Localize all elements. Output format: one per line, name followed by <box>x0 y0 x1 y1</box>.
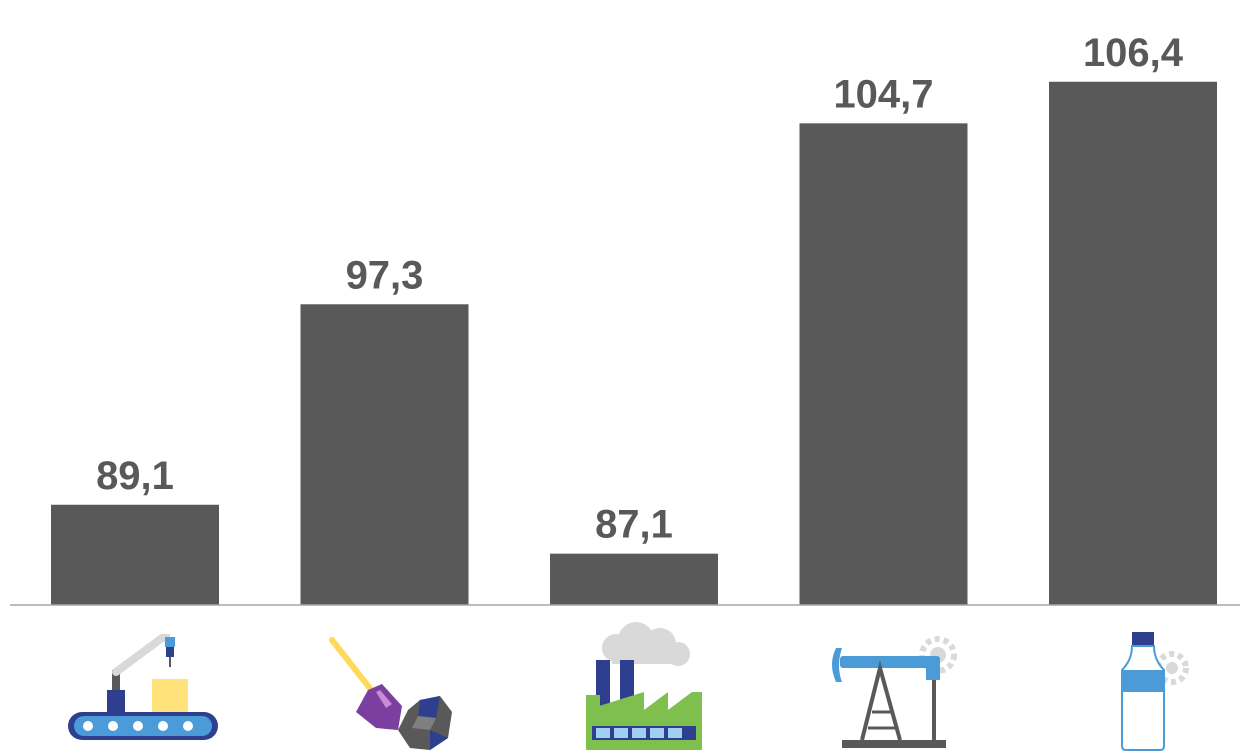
data-label-4: 104,7 <box>833 72 933 116</box>
data-label-3: 87,1 <box>595 503 673 547</box>
data-label-2: 97,3 <box>346 253 424 297</box>
bar-1 <box>51 504 219 605</box>
data-labels-group: 89,1 97,3 87,1 104,7 106,4 <box>96 31 1184 547</box>
bar-3 <box>550 553 718 605</box>
bar-4 <box>799 123 968 606</box>
bottle-gear-icon <box>1121 632 1189 751</box>
bar-5 <box>1049 81 1217 605</box>
shovel-coal-icon <box>329 637 452 750</box>
data-label-5: 106,4 <box>1083 31 1184 75</box>
conveyor-robot-icon <box>68 634 218 740</box>
data-label-1: 89,1 <box>96 454 174 498</box>
bars-group <box>51 81 1217 606</box>
oil-pump-icon <box>832 636 957 748</box>
bar-2 <box>300 304 469 605</box>
factory-icon <box>586 622 702 750</box>
